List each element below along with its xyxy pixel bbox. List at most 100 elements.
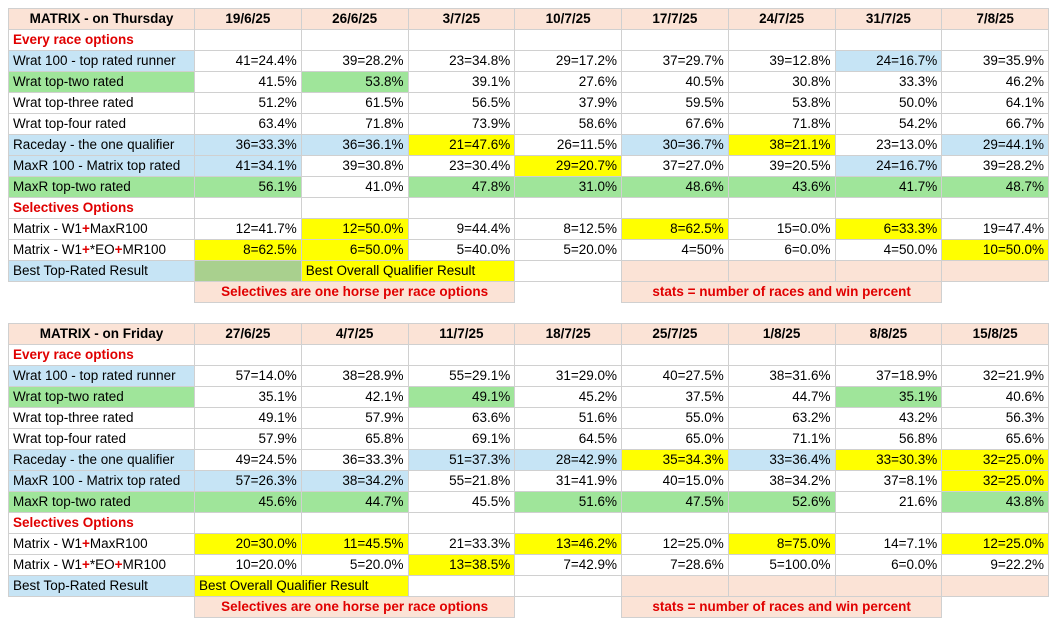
stat-cell: 48.6% — [621, 176, 729, 198]
stat-cell: 53.8% — [300, 71, 409, 93]
stat-cell: 24=16.7% — [834, 50, 943, 72]
legend-row: Best Top-Rated Result Best Overall Qualif… — [8, 575, 1049, 597]
date-column-header: 15/8/25 — [941, 323, 1049, 345]
stat-cell: 26=11.5% — [514, 134, 622, 156]
stat-cell: 33=30.3% — [834, 449, 943, 471]
stat-cell: 41.5% — [194, 71, 302, 93]
stat-cell: 39=12.8% — [727, 50, 836, 72]
stat-cell: 47.5% — [621, 491, 729, 513]
stat-cell: 7=42.9% — [514, 554, 622, 576]
empty-cell — [515, 282, 622, 303]
section-title: Selectives Options — [8, 512, 195, 534]
label-part: Matrix - W1 — [13, 557, 82, 572]
empty-cell — [407, 197, 516, 219]
empty-cell — [942, 597, 1049, 618]
stat-cell: 30.8% — [727, 71, 836, 93]
stat-cell: 58.6% — [514, 113, 622, 135]
row-label: Matrix - W1+MaxR100 — [8, 533, 195, 555]
empty-cell — [834, 29, 943, 51]
stat-cell: 7=28.6% — [621, 554, 729, 576]
header-row: MATRIX - on Thursday 19/6/25 26/6/25 3/7/25… — [8, 8, 1049, 30]
plus-sign: + — [114, 242, 123, 257]
empty-cell — [194, 512, 302, 534]
plus-sign: + — [82, 242, 90, 257]
empty-cell — [621, 512, 729, 534]
stat-cell: 4=50.0% — [834, 239, 943, 261]
stat-cell: 38=34.2% — [727, 470, 836, 492]
stat-cell: 65.0% — [621, 428, 729, 450]
stat-cell: 35=34.3% — [621, 449, 729, 471]
date-column-header: 18/7/25 — [514, 323, 622, 345]
stat-cell: 49=24.5% — [194, 449, 302, 471]
stat-cell: 56.8% — [834, 428, 943, 450]
label-part: Matrix - W1 — [13, 536, 82, 551]
empty-cell — [514, 260, 622, 282]
stat-cell: 49.1% — [407, 386, 516, 408]
notes-row: Selectives are one horse per race option… — [9, 596, 1049, 618]
empty-cell — [727, 29, 836, 51]
stat-cell: 40=27.5% — [621, 365, 729, 387]
empty-cell — [727, 512, 836, 534]
stat-cell: 39.1% — [407, 71, 516, 93]
stat-cell: 10=50.0% — [941, 239, 1049, 261]
stat-cell: 5=100.0% — [727, 554, 836, 576]
stat-cell: 20=30.0% — [194, 533, 302, 555]
empty-cell — [9, 597, 195, 618]
stat-cell: 71.8% — [727, 113, 836, 135]
label-part: *EO — [89, 557, 115, 572]
empty-cell — [621, 344, 729, 366]
table-row: Matrix - W1+MaxR100 20=30.0% 11=45.5% 21=33… — [8, 533, 1049, 555]
table-row: MaxR 100 - Matrix top rated 41=34.1% 39=30… — [8, 155, 1049, 177]
stat-cell: 53.8% — [727, 92, 836, 114]
table-row: Wrat 100 - top rated runner 57=14.0% 38=28… — [8, 365, 1049, 387]
stat-cell: 11=45.5% — [300, 533, 409, 555]
row-label: Matrix - W1+*EO+MR100 — [8, 239, 195, 261]
empty-cell — [941, 29, 1049, 51]
empty-cell — [407, 575, 516, 597]
stat-cell: 4=50% — [621, 239, 729, 261]
empty-cell — [942, 282, 1049, 303]
stat-cell: 41=34.1% — [194, 155, 302, 177]
stat-cell: 12=41.7% — [194, 218, 302, 240]
stat-cell: 36=36.1% — [300, 134, 409, 156]
table-title: MATRIX - on Thursday — [8, 8, 195, 30]
stat-cell: 8=62.5% — [621, 218, 729, 240]
empty-cell — [941, 575, 1049, 597]
stat-cell: 38=34.2% — [300, 470, 409, 492]
stat-cell: 38=21.1% — [727, 134, 836, 156]
row-label: Raceday - the one qualifier — [8, 134, 195, 156]
empty-cell — [621, 197, 729, 219]
row-label: Wrat top-three rated — [8, 92, 195, 114]
stat-cell: 15=0.0% — [727, 218, 836, 240]
table-row: Wrat top-three rated 49.1% 57.9% 63.6% 51.6%… — [8, 407, 1049, 429]
stat-cell: 51.6% — [514, 407, 622, 429]
stat-cell: 36=33.3% — [194, 134, 302, 156]
table-row: Wrat top-three rated 51.2% 61.5% 56.5% 37.9%… — [8, 92, 1049, 114]
date-column-header: 11/7/25 — [407, 323, 516, 345]
stat-cell: 64.1% — [941, 92, 1049, 114]
stat-cell: 6=0.0% — [834, 554, 943, 576]
date-column-header: 25/7/25 — [621, 323, 729, 345]
stat-cell: 10=20.0% — [194, 554, 302, 576]
table-row: MaxR 100 - Matrix top rated 57=26.3% 38=34… — [8, 470, 1049, 492]
stat-cell: 37=18.9% — [834, 365, 943, 387]
date-column-header: 31/7/25 — [834, 8, 943, 30]
date-column-header: 3/7/25 — [407, 8, 516, 30]
stat-cell: 57.9% — [194, 428, 302, 450]
date-column-header: 8/8/25 — [834, 323, 943, 345]
section-title: Every race options — [8, 29, 195, 51]
stat-cell: 71.1% — [727, 428, 836, 450]
stat-cell: 55=21.8% — [407, 470, 516, 492]
stat-cell: 66.7% — [941, 113, 1049, 135]
stat-cell: 32=25.0% — [941, 470, 1049, 492]
stat-cell: 9=44.4% — [407, 218, 516, 240]
stat-cell: 59.5% — [621, 92, 729, 114]
empty-cell — [194, 29, 302, 51]
matrix-table-thursday: MATRIX - on Thursday 19/6/25 26/6/25 3/7/25… — [8, 8, 1049, 303]
empty-cell — [941, 197, 1049, 219]
stat-cell: 14=7.1% — [834, 533, 943, 555]
stat-cell: 46.2% — [941, 71, 1049, 93]
stat-cell: 8=75.0% — [727, 533, 836, 555]
empty-cell — [300, 197, 409, 219]
row-label: MaxR 100 - Matrix top rated — [8, 155, 195, 177]
